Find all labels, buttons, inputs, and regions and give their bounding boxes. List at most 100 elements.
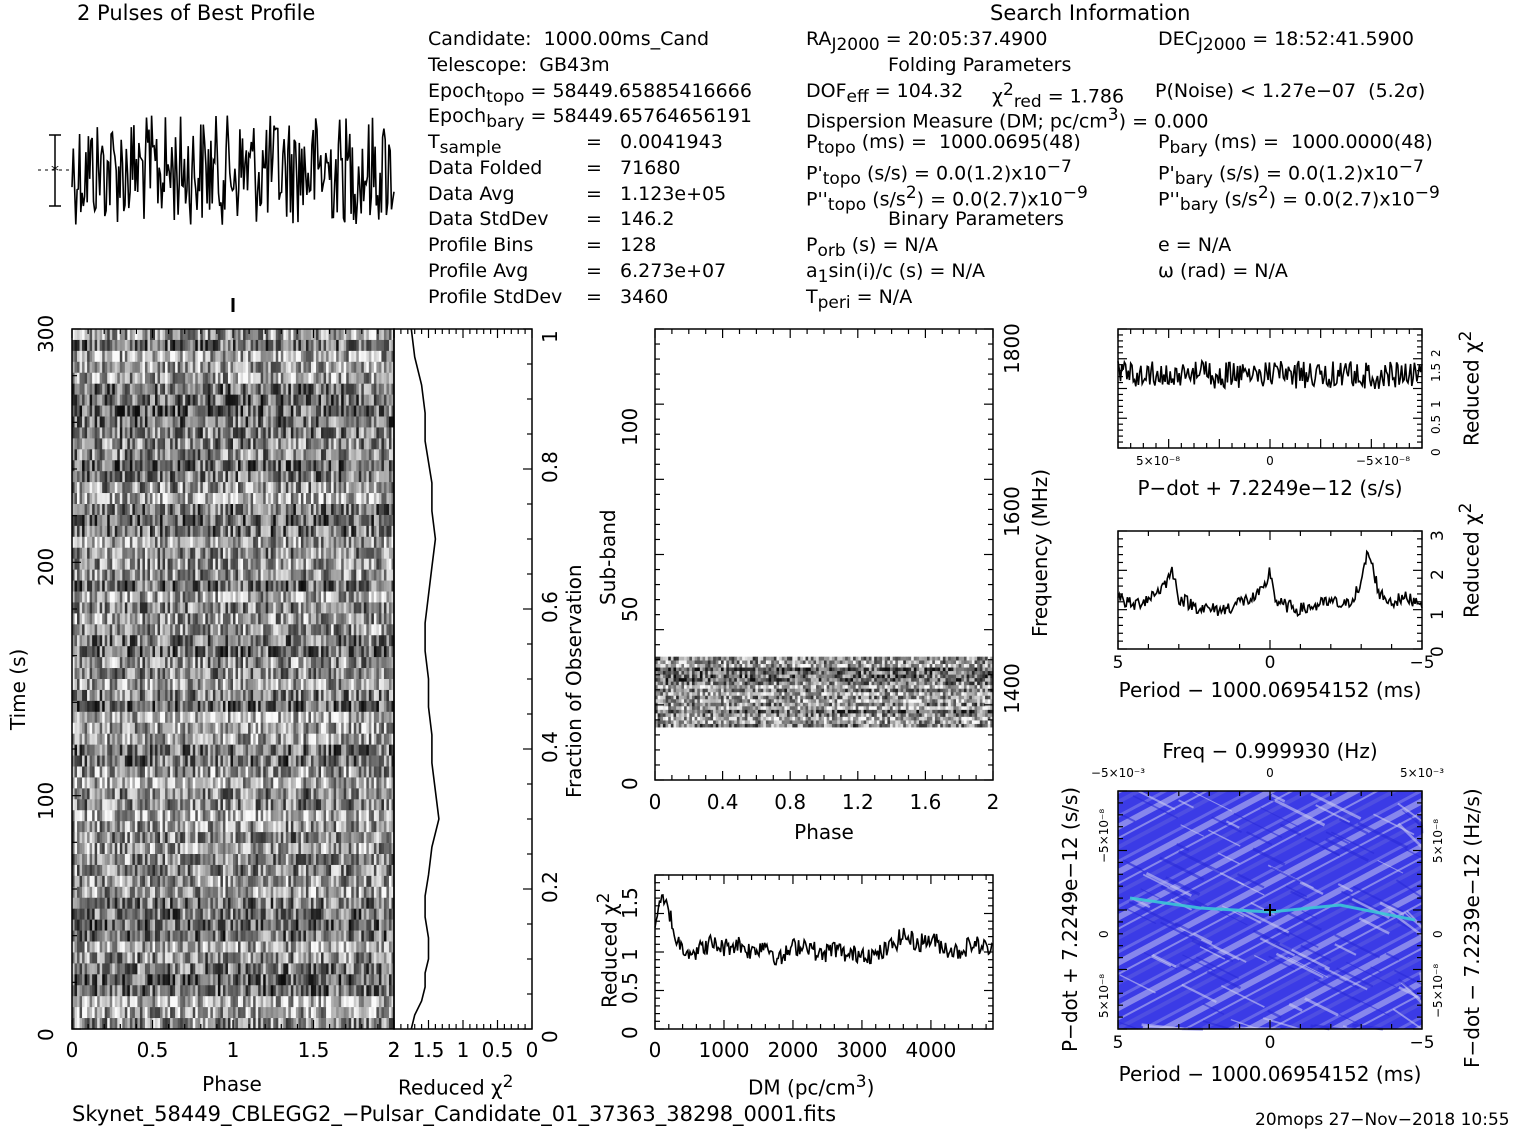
heat-cell — [160, 679, 163, 691]
heat-cell — [97, 613, 100, 625]
heat-cell — [263, 339, 267, 352]
heat-cell — [230, 635, 234, 647]
heat-cell — [97, 744, 100, 756]
heat-cell — [321, 569, 324, 581]
heat-cell — [175, 394, 178, 406]
heat-cell — [381, 657, 385, 669]
heat-cell — [92, 350, 95, 363]
heat-cell — [117, 339, 121, 352]
heat-cell — [285, 394, 289, 406]
heat-cell — [253, 504, 256, 516]
heat-cell — [366, 711, 370, 724]
heat-cell — [84, 372, 88, 384]
heat-cell — [220, 493, 224, 505]
heat-cell — [197, 493, 201, 505]
heat-cell — [222, 635, 226, 647]
heat-cell — [94, 679, 98, 691]
heat-cell — [142, 635, 146, 647]
heat-cell — [260, 372, 264, 384]
heat-cell — [361, 711, 365, 724]
heat-cell — [210, 700, 214, 713]
heat-cell — [348, 482, 352, 494]
heat-cell — [197, 689, 201, 702]
heat-cell — [250, 416, 254, 428]
heat-cell — [205, 679, 209, 691]
heat-cell — [77, 657, 80, 669]
heat-cell — [207, 569, 211, 581]
heat-cell — [112, 449, 116, 461]
profile-bins-value: = 128 — [586, 234, 657, 256]
dof-sub: eff — [846, 86, 869, 107]
heat-cell — [298, 558, 302, 570]
heat-cell — [215, 613, 219, 625]
heat-cell — [300, 558, 304, 570]
heat-cell — [268, 372, 272, 384]
heat-cell — [326, 624, 329, 636]
heat-cell — [336, 558, 339, 570]
heat-cell — [197, 536, 201, 549]
heat-cell — [368, 624, 372, 636]
heat-cell — [255, 613, 259, 625]
heat-cell — [167, 339, 171, 352]
heat-cell — [310, 514, 314, 527]
heat-cell — [177, 711, 181, 724]
heat-cell — [172, 679, 176, 691]
heat-cell — [99, 569, 103, 581]
heat-cell — [97, 438, 100, 450]
heat-cell — [361, 689, 365, 702]
heat-cell — [170, 591, 173, 603]
heat-cell — [114, 668, 118, 680]
heat-cell — [182, 657, 186, 669]
heat-cell — [187, 657, 191, 669]
heat-cell — [273, 329, 277, 341]
heat-cell — [84, 591, 88, 603]
heat-cell — [323, 635, 327, 647]
heat-cell — [376, 427, 380, 439]
heat-cell — [207, 482, 211, 494]
heat-cell — [265, 514, 269, 527]
heat-cell — [260, 722, 264, 734]
heat-cell — [79, 558, 83, 570]
heat-cell — [316, 514, 319, 527]
heat-cell — [386, 657, 390, 669]
heat-cell — [361, 383, 365, 395]
heat-cell — [215, 471, 219, 483]
heat-cell — [175, 536, 178, 549]
heat-cell — [220, 471, 224, 483]
heat-cell — [245, 383, 249, 395]
heat-cell — [190, 339, 194, 352]
heat-cell — [132, 722, 136, 734]
heat-cell — [253, 394, 256, 406]
heat-cell — [207, 514, 211, 527]
heat-cell — [107, 394, 111, 406]
heat-cell — [295, 383, 299, 395]
heat-cell — [295, 405, 299, 417]
heat-cell — [310, 383, 314, 395]
heat-cell — [371, 449, 375, 461]
heat-cell — [132, 329, 136, 341]
heat-cell — [378, 591, 382, 603]
heat-cell — [328, 482, 332, 494]
heat-cell — [308, 361, 312, 374]
heat-cell — [89, 383, 93, 395]
heat-cell — [290, 700, 294, 713]
heat-cell — [210, 646, 214, 658]
heat-cell — [165, 471, 168, 483]
heat-cell — [217, 471, 221, 483]
heat-cell — [358, 689, 362, 702]
heat-cell — [212, 339, 216, 352]
heat-cell — [119, 372, 123, 384]
heat-cell — [119, 536, 123, 549]
heat-cell — [99, 383, 103, 395]
heat-cell — [313, 624, 317, 636]
heat-cell — [243, 416, 246, 428]
heat-cell — [185, 339, 189, 352]
heat-cell — [318, 460, 322, 472]
heat-cell — [328, 460, 332, 472]
heat-cell — [112, 635, 116, 647]
heat-cell — [278, 657, 282, 669]
heat-cell — [258, 635, 261, 647]
heat-cell — [368, 405, 372, 417]
telescope-line: Telescope: GB43m — [428, 54, 610, 76]
heat-cell — [331, 657, 334, 669]
